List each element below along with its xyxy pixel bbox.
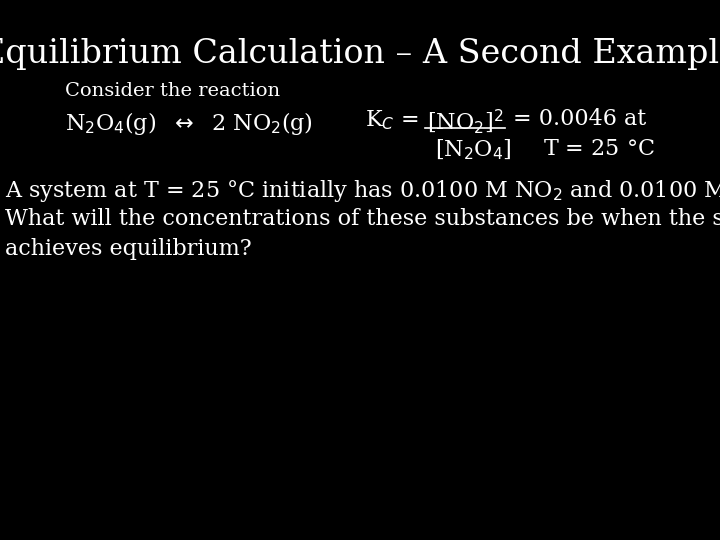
Text: N$_2$O$_4$(g)  $\leftrightarrow$  2 NO$_2$(g): N$_2$O$_4$(g) $\leftrightarrow$ 2 NO$_2$… [65, 110, 313, 137]
Text: T = 25 $\degree$C: T = 25 $\degree$C [543, 138, 655, 160]
Text: Consider the reaction: Consider the reaction [65, 82, 280, 100]
Text: = 0.0046 at: = 0.0046 at [513, 108, 647, 130]
Text: A system at T = 25 °C initially has 0.0100 M NO$_2$ and 0.0100 M N$_2$O$_4$.: A system at T = 25 °C initially has 0.01… [5, 178, 720, 204]
Text: [NO$_2$]$^2$: [NO$_2$]$^2$ [427, 108, 503, 137]
Text: K$_C$ =: K$_C$ = [365, 108, 418, 132]
Text: Equilibrium Calculation – A Second Example: Equilibrium Calculation – A Second Examp… [0, 38, 720, 70]
Text: [N$_2$O$_4$]: [N$_2$O$_4$] [435, 138, 512, 162]
Text: achieves equilibrium?: achieves equilibrium? [5, 238, 251, 260]
Text: What will the concentrations of these substances be when the system: What will the concentrations of these su… [5, 208, 720, 230]
